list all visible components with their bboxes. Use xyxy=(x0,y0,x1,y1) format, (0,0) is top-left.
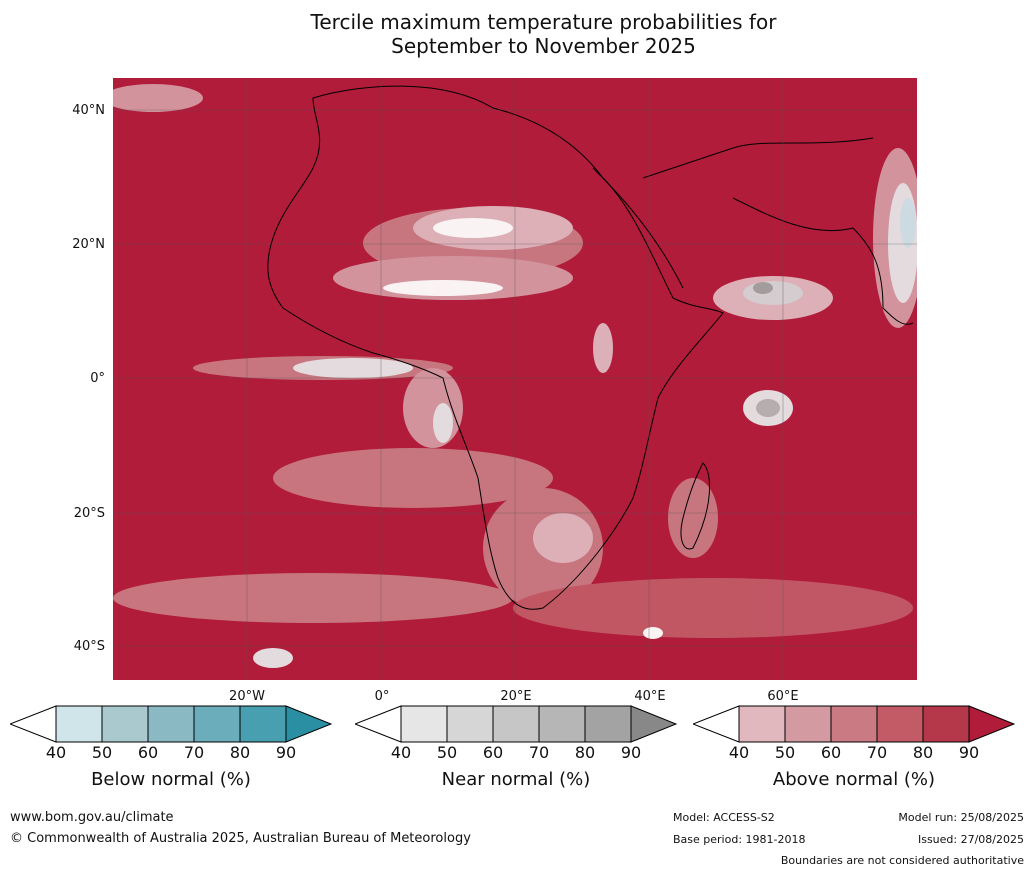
colorbar-below-swatch xyxy=(239,705,287,743)
lat-label-20s: 20°S xyxy=(73,506,105,521)
footer-url: www.bom.gov.au/climate xyxy=(10,810,174,825)
colorbar-below-tick: 90 xyxy=(275,743,297,762)
lat-label-40n: 40°N xyxy=(72,103,105,118)
colorbar-near-tick: 80 xyxy=(574,743,596,762)
footer-model-run: Model run: 25/08/2025 xyxy=(898,811,1024,824)
colorbar-near-swatch xyxy=(584,705,632,743)
colorbar-near-tick: 70 xyxy=(528,743,550,762)
colorbar-above-swatch xyxy=(922,705,970,743)
colorbar-below-tick: 80 xyxy=(229,743,251,762)
gridlines xyxy=(113,78,917,680)
lat-label-20n: 20°N xyxy=(72,237,105,252)
colorbar-near-swatch xyxy=(538,705,586,743)
lon-label-20e: 20°E xyxy=(500,689,532,704)
colorbar-below xyxy=(10,705,332,743)
colorbar-above-swatch xyxy=(738,705,786,743)
lon-label-40e: 40°E xyxy=(634,689,666,704)
colorbar-above-title: Above normal (%) xyxy=(772,769,936,790)
colorbar-below-tick: 40 xyxy=(45,743,67,762)
colorbar-below-title: Below normal (%) xyxy=(91,769,251,790)
footer-issued: Issued: 27/08/2025 xyxy=(917,833,1024,846)
colorbar-below-swatch xyxy=(55,705,103,743)
footer-disclaimer: Boundaries are not considered authoritat… xyxy=(780,854,1024,867)
colorbar-near-tick: 60 xyxy=(482,743,504,762)
footer-copyright: © Commonwealth of Australia 2025, Austra… xyxy=(10,831,471,846)
footer-model: Model: ACCESS-S2 xyxy=(673,811,775,824)
colorbar-below-swatch xyxy=(193,705,241,743)
colorbar-near-tick: 50 xyxy=(436,743,458,762)
lon-label-60e: 60°E xyxy=(767,689,799,704)
colorbar-above-swatch xyxy=(830,705,878,743)
probability-map xyxy=(113,78,917,680)
colorbar-above-swatch xyxy=(784,705,832,743)
colorbar-above xyxy=(693,705,1015,743)
colorbar-above-tick: 60 xyxy=(820,743,842,762)
colorbar-near-swatch xyxy=(446,705,494,743)
colorbar-near-title: Near normal (%) xyxy=(441,769,591,790)
colorbar-above-tick: 40 xyxy=(728,743,750,762)
map-title: Tercile maximum temperature probabilitie… xyxy=(0,10,1035,58)
title-line-2: September to November 2025 xyxy=(391,34,696,58)
lat-label-40s: 40°S xyxy=(73,639,105,654)
colorbar-below-tick: 60 xyxy=(137,743,159,762)
colorbar-below-tick: 70 xyxy=(183,743,205,762)
colorbar-below-swatch xyxy=(147,705,195,743)
colorbar-near-swatch xyxy=(400,705,448,743)
lon-label-0: 0° xyxy=(374,689,390,704)
colorbar-near xyxy=(355,705,677,743)
lat-label-0: 0° xyxy=(90,371,105,386)
colorbar-above-tick: 80 xyxy=(912,743,934,762)
colorbar-near-swatch xyxy=(492,705,540,743)
colorbar-near-tick: 90 xyxy=(620,743,642,762)
colorbar-above-swatch xyxy=(876,705,924,743)
colorbar-below-tick: 50 xyxy=(91,743,113,762)
colorbar-above-tick: 90 xyxy=(958,743,980,762)
title-line-1: Tercile maximum temperature probabilitie… xyxy=(310,10,777,34)
colorbar-above-tick: 50 xyxy=(774,743,796,762)
colorbar-near-tick: 40 xyxy=(390,743,412,762)
lon-label-20w: 20°W xyxy=(229,689,265,704)
footer-base-period: Base period: 1981-2018 xyxy=(673,833,806,846)
colorbar-above-tick: 70 xyxy=(866,743,888,762)
colorbar-below-swatch xyxy=(101,705,149,743)
probability-patches xyxy=(113,84,917,668)
